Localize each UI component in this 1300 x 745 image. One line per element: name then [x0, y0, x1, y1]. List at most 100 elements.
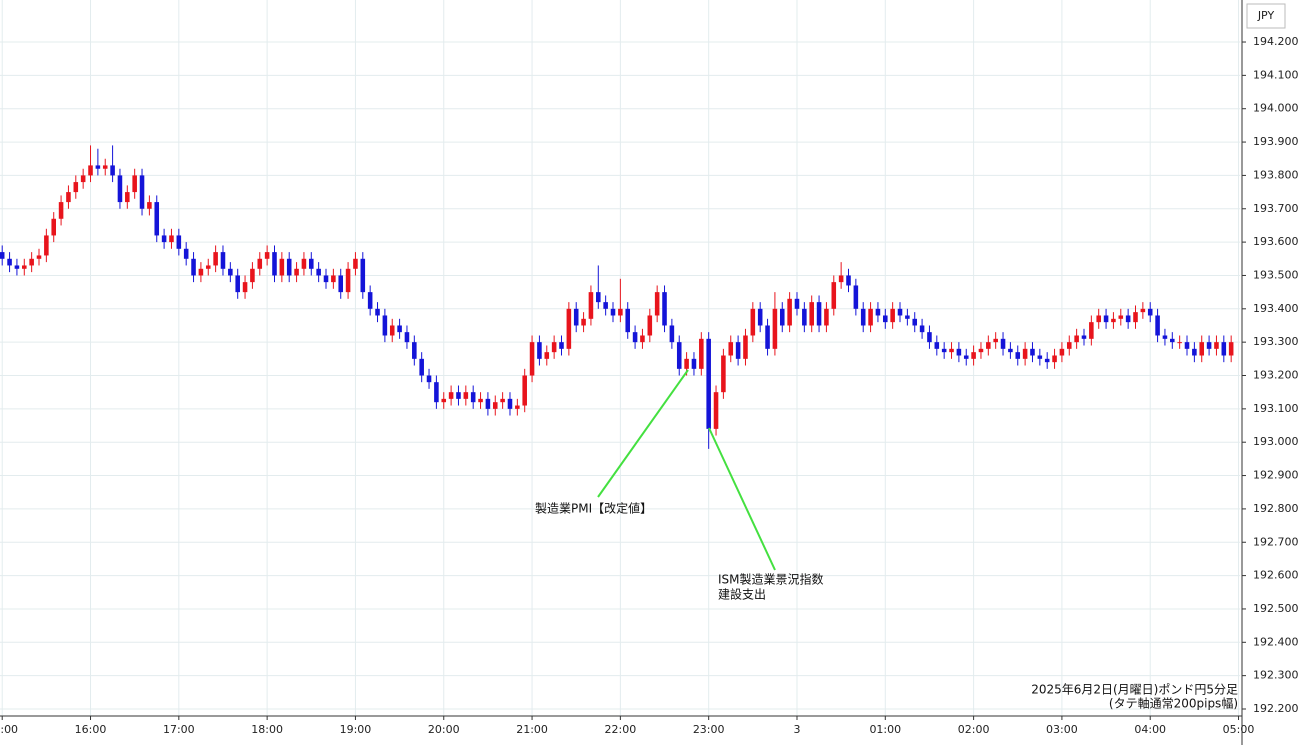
candle-body	[382, 315, 388, 336]
candle-body	[647, 315, 653, 336]
candle-body	[1140, 308, 1146, 313]
candle-body	[588, 292, 594, 319]
candle-body	[1221, 342, 1227, 356]
candle-body	[684, 358, 689, 369]
candle-body	[331, 275, 336, 283]
candle-body	[353, 258, 358, 269]
caption: (タテ軸通常200pips幅)	[1109, 696, 1238, 711]
candle-body	[868, 308, 873, 326]
y-tick-label: 194.200	[1253, 35, 1299, 48]
candle-body	[500, 398, 505, 403]
candle-body	[1103, 315, 1109, 323]
candle-body	[1044, 358, 1050, 363]
candle-body	[316, 268, 321, 276]
candle-body	[456, 392, 461, 399]
candle-body	[412, 342, 417, 359]
x-tick-label: 03:00	[1046, 723, 1078, 736]
candle-body	[257, 258, 263, 269]
candle-body	[809, 302, 814, 326]
candle-body	[463, 392, 469, 399]
candle-body	[1096, 315, 1101, 323]
candle-body	[787, 298, 792, 326]
candle-body	[875, 308, 881, 316]
candle-body	[757, 308, 763, 326]
candle-body	[198, 268, 204, 276]
x-tick-label: 17:00	[163, 723, 195, 736]
candle-body	[470, 392, 476, 403]
candle-body	[1015, 352, 1021, 359]
candle-body	[147, 202, 152, 209]
candle-body	[191, 258, 196, 276]
candle-body	[176, 235, 182, 249]
candle-body	[691, 358, 697, 369]
candle-body	[750, 308, 756, 336]
candle-body	[706, 338, 711, 429]
candle-body	[51, 218, 57, 236]
candle-body	[1228, 342, 1234, 356]
candle-body	[397, 325, 402, 333]
candle-body	[213, 252, 218, 266]
y-tick-label: 193.900	[1253, 135, 1299, 148]
candle-body	[58, 202, 64, 219]
x-tick-label: 3	[793, 723, 800, 736]
candle-body	[492, 402, 498, 409]
candle-body	[853, 285, 859, 309]
y-tick-label: 193.600	[1253, 235, 1299, 248]
candle-body	[323, 275, 329, 283]
candle-body	[80, 175, 86, 183]
candle-body	[66, 192, 71, 203]
candle-body	[1199, 342, 1205, 356]
candle-body	[905, 315, 910, 319]
candle-body	[676, 342, 682, 369]
y-tick-label: 194.000	[1253, 102, 1299, 115]
x-tick-label: 16:00	[75, 723, 107, 736]
y-tick-label: 193.200	[1253, 369, 1299, 382]
candle-body	[654, 292, 660, 316]
candle-body	[286, 258, 292, 276]
candle-body	[1008, 348, 1013, 353]
y-tick-label: 193.300	[1253, 335, 1299, 348]
y-tick-label: 194.100	[1253, 68, 1299, 81]
candle-body	[434, 382, 439, 403]
candle-body	[1000, 338, 1006, 349]
candle-body	[581, 318, 586, 326]
candle-body	[721, 355, 726, 393]
candle-body	[117, 175, 123, 203]
candle-body	[662, 292, 667, 326]
candle-body	[1147, 308, 1153, 316]
candle-body	[1022, 348, 1028, 359]
candle-body	[515, 405, 520, 409]
annotation-pointer	[708, 427, 776, 571]
candle-body	[669, 325, 675, 343]
candle-body	[816, 302, 822, 326]
candle-body	[941, 348, 947, 353]
candle-body	[1192, 348, 1197, 356]
candle-body	[1111, 318, 1116, 323]
candle-body	[228, 268, 233, 276]
candle-body	[242, 282, 248, 293]
candle-body	[95, 165, 101, 169]
candle-body	[1177, 342, 1182, 344]
candles	[0, 145, 1234, 449]
x-tick-label: 18:00	[251, 723, 283, 736]
candle-body	[154, 202, 160, 236]
candle-body	[625, 308, 631, 333]
candle-body	[88, 165, 93, 176]
candle-body	[824, 308, 829, 326]
candle-body	[544, 352, 550, 359]
candle-body	[1074, 335, 1079, 343]
candle-body	[838, 275, 844, 283]
x-tick-label: 02:00	[958, 723, 990, 736]
candle-body	[419, 358, 424, 376]
candle-body	[860, 308, 866, 326]
candle-body	[205, 265, 211, 269]
candle-body	[897, 308, 903, 316]
candle-body	[728, 342, 734, 356]
candle-body	[1052, 355, 1057, 363]
candle-body	[389, 325, 395, 336]
candle-body	[279, 258, 285, 276]
y-tick-label: 193.400	[1253, 302, 1299, 315]
candle-body	[963, 355, 969, 359]
candle-body	[345, 268, 351, 293]
